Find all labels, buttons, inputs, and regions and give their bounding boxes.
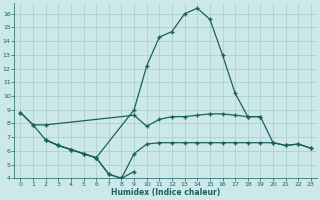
- X-axis label: Humidex (Indice chaleur): Humidex (Indice chaleur): [111, 188, 220, 197]
